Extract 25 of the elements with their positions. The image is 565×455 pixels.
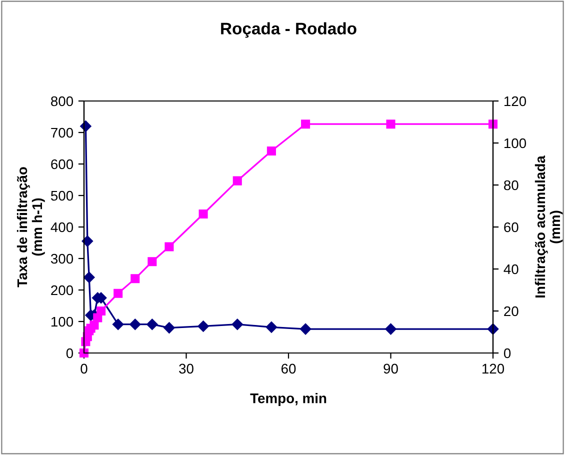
- y2-tick-label: 40: [504, 264, 518, 274]
- y-tick-label: 600: [51, 159, 74, 170]
- y-tick-label: 100: [51, 316, 74, 327]
- y2-tick-label: 120: [504, 96, 526, 106]
- y2-tick-label: 60: [504, 222, 518, 232]
- x-tick-label: 120: [482, 364, 504, 374]
- x-axis-title: Tempo, min: [250, 393, 326, 406]
- y2-tick-label: 20: [504, 306, 518, 316]
- y-tick-label: 500: [50, 190, 74, 201]
- x-tick-label: 0: [80, 364, 88, 374]
- y-tick-label: 300: [50, 254, 74, 264]
- y-tick-label: 700: [51, 128, 74, 138]
- y2-tick-label: 100: [504, 138, 526, 148]
- y-tick-label: 200: [51, 285, 74, 296]
- y-axis-title: Taxa de infiltração (mm h-1): [16, 167, 45, 288]
- y-tick-label: 0: [66, 348, 74, 358]
- x-tick-label: 90: [384, 364, 398, 374]
- x-tick-label: 60: [281, 364, 296, 374]
- y-tick-label: 400: [50, 222, 74, 232]
- y-tick-label: 800: [51, 96, 74, 106]
- x-tick-label: 30: [179, 364, 194, 374]
- y2-axis-title: Infiltração acumulada (mm): [534, 156, 563, 298]
- y2-tick-label: 80: [504, 180, 518, 190]
- y2-tick-label: 0: [504, 348, 511, 358]
- chart-title: Roçada - Rodado: [221, 22, 356, 38]
